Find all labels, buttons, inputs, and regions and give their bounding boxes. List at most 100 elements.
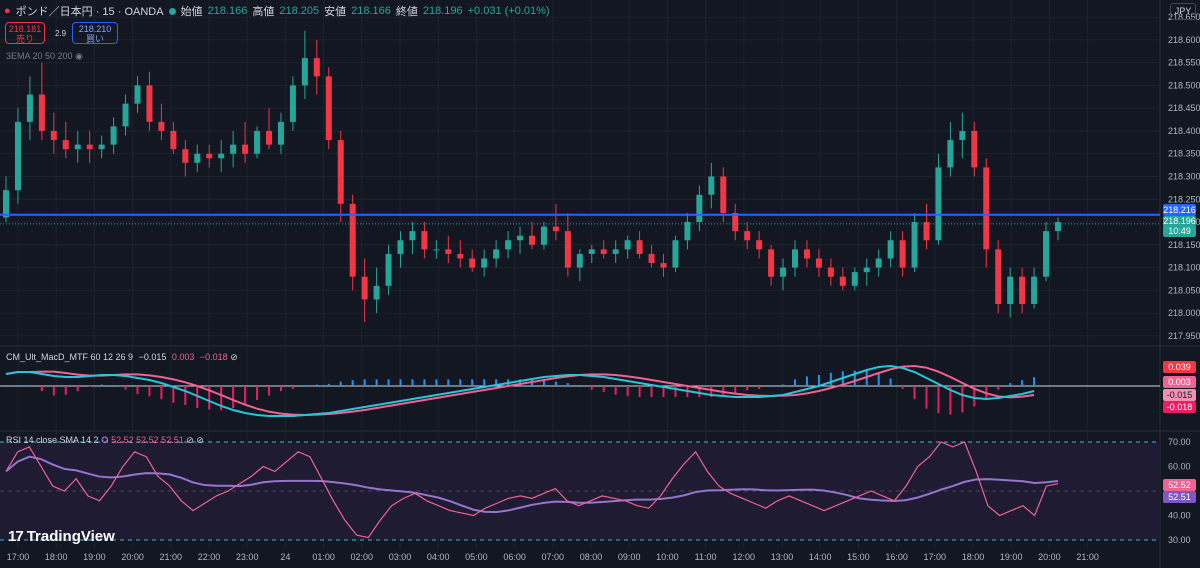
- candle-body: [1055, 222, 1061, 232]
- macd-tag-3: -0.015: [1163, 389, 1196, 401]
- macd-histogram-bar: [28, 386, 31, 387]
- candle-body: [899, 240, 906, 268]
- candle-body: [301, 58, 308, 86]
- candle-body: [827, 267, 834, 277]
- symbol-name[interactable]: ポンド／日本円 · 15 · OANDA: [15, 6, 164, 18]
- rsi-tag-1: 52.52: [1163, 479, 1196, 491]
- candle-body: [923, 222, 930, 241]
- price-tick-label: 218.250: [1168, 194, 1200, 204]
- candle-body: [720, 176, 727, 213]
- rsi-tick-label: 70.00: [1168, 437, 1191, 447]
- sell-button[interactable]: 218.181 売り: [5, 22, 45, 44]
- candle-body: [576, 253, 583, 268]
- change-value: +0.031 (+0.01%): [467, 5, 550, 17]
- tv-logo-icon: 17: [8, 528, 24, 545]
- macd-legend[interactable]: CM_Ult_MacD_MTF 60 12 26 9 −0.015 0.003 …: [6, 352, 238, 363]
- time-tick-label: 20:00: [121, 552, 144, 562]
- candle-body: [457, 253, 464, 259]
- candle-body: [947, 140, 954, 168]
- time-tick-label: 01:00: [312, 552, 335, 562]
- macd-histogram-bar: [220, 386, 223, 411]
- candle-body: [540, 226, 547, 245]
- candle-body: [708, 176, 715, 195]
- macd-histogram-bar: [1033, 377, 1036, 386]
- macd-histogram-bar: [578, 386, 581, 387]
- horizontal-line-layer[interactable]: [0, 213, 1160, 225]
- candle-body: [792, 249, 798, 268]
- macd-histogram-bar: [100, 384, 103, 386]
- candle-body: [935, 167, 942, 241]
- macd-histogram-bar: [148, 386, 151, 397]
- candle-body: [624, 240, 631, 250]
- price-tick-label: 218.050: [1168, 285, 1200, 295]
- tradingview-logo[interactable]: 17 TradingView: [8, 528, 115, 545]
- countdown-tag: 10:49: [1163, 226, 1196, 237]
- rsi-layer: [0, 441, 1160, 541]
- time-tick-label: 09:00: [618, 552, 641, 562]
- macd-histogram-bar: [817, 375, 820, 386]
- candle-body: [26, 94, 33, 122]
- candle-body: [684, 222, 691, 241]
- macd-histogram-bar: [387, 379, 390, 386]
- candle-body: [170, 130, 177, 150]
- macd-histogram-bar: [399, 379, 402, 386]
- price-tick-label: 218.350: [1168, 149, 1200, 159]
- candle-body: [361, 276, 368, 300]
- macd-histogram-bar: [997, 386, 1000, 390]
- buy-button[interactable]: 218.210 買い: [72, 22, 118, 44]
- candle-body: [600, 249, 607, 254]
- macd-signal-line: [5, 364, 1035, 417]
- macd-histogram-bar: [435, 379, 438, 386]
- time-tick-label: 20:00: [1038, 552, 1061, 562]
- candle-body: [373, 285, 380, 300]
- macd-histogram-bar: [662, 386, 665, 397]
- time-tick-label: 15:00: [847, 552, 870, 562]
- candle-body: [409, 231, 416, 241]
- currency-button[interactable]: JPY: [1170, 3, 1196, 20]
- price-tick-label: 218.500: [1168, 80, 1200, 90]
- candle-body: [744, 231, 751, 241]
- rsi-title: RSI 14 close SMA 14 2: [6, 435, 99, 445]
- candle-body: [971, 130, 978, 168]
- macd-histogram-bar: [52, 386, 55, 396]
- price-tick-label: 217.950: [1168, 331, 1200, 341]
- candle-body: [122, 103, 129, 127]
- candle-body: [1043, 231, 1050, 277]
- hide-icon[interactable]: ⊘: [230, 352, 238, 362]
- rsi-legend[interactable]: RSI 14 close SMA 14 2 ✪ 52.52 52.52 52.5…: [6, 435, 204, 446]
- candle-body: [732, 212, 739, 232]
- candle-body: [660, 263, 667, 268]
- macd-title: CM_Ult_MacD_MTF 60 12 26 9: [6, 352, 134, 362]
- eye-icon[interactable]: ◉: [75, 51, 83, 61]
- macd-histogram-bar: [794, 379, 796, 386]
- macd-histogram-bar: [423, 379, 426, 386]
- macd-histogram-bar: [901, 386, 904, 389]
- close-label: 終値: [395, 6, 418, 18]
- open-label: 始値: [180, 6, 203, 18]
- rsi-tick-label: 40.00: [1168, 511, 1191, 521]
- macd-histogram-bar: [985, 386, 988, 399]
- macd-histogram-bar: [746, 386, 749, 391]
- hide-icon[interactable]: ⊘ ⊘: [186, 435, 204, 445]
- macd-histogram-bar: [363, 379, 366, 386]
- price-tick-label: 218.100: [1168, 263, 1200, 273]
- candle-body: [815, 258, 822, 268]
- settings-icon[interactable]: ✪: [101, 435, 109, 445]
- macd-histogram-bar: [758, 386, 761, 389]
- candle-body: [1031, 276, 1038, 305]
- candle-body: [469, 258, 476, 268]
- ema-legend[interactable]: 3EMA 20 50 200 ◉: [6, 51, 83, 62]
- macd-histogram-bar: [279, 386, 282, 392]
- macd-tag-4: -0.018: [1163, 401, 1196, 413]
- macd-tag-2: 0.003: [1163, 376, 1196, 388]
- candle-body: [277, 121, 284, 145]
- macd-histogram-bar: [602, 386, 605, 392]
- macd-histogram-bar: [40, 386, 43, 392]
- high-value: 218.205: [279, 5, 320, 17]
- axes-layer: 17:00 18:00 19:00 20:00 21:00 22:00 23:00 24 01:…: [7, 12, 1200, 562]
- candle-body: [839, 276, 846, 286]
- candle-body: [612, 249, 619, 254]
- candle-body: [1007, 276, 1014, 305]
- candle-body: [636, 240, 643, 254]
